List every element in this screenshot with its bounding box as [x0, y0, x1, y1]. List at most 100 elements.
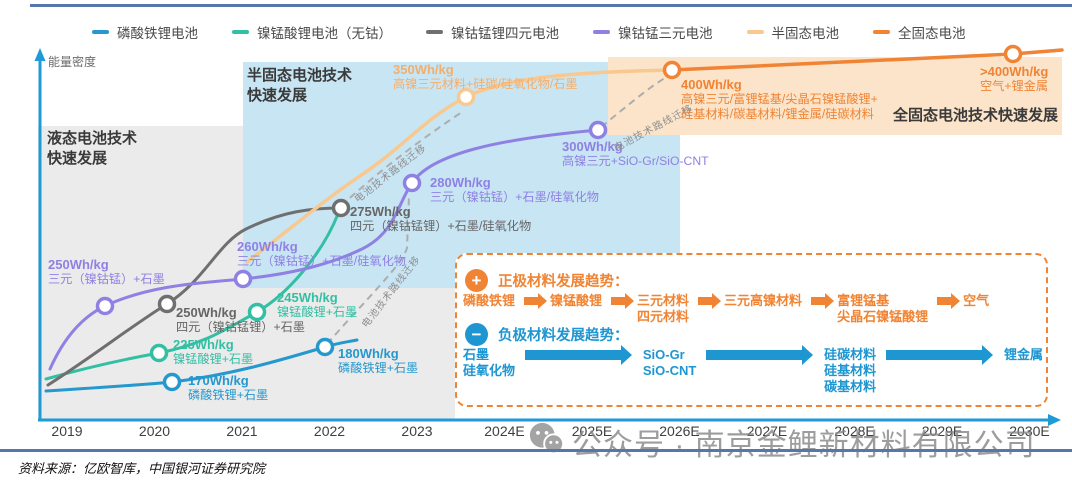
- trend-step-line: 三元材料: [637, 293, 690, 308]
- x-axis-tick: 2019: [51, 423, 83, 439]
- trend-step-line: 碳基材料: [824, 379, 877, 394]
- migration-connector-3: [600, 75, 669, 128]
- region-title-line: 全固态电池技术快速发展: [893, 107, 1059, 124]
- trend-arrow-icon: [611, 293, 635, 309]
- region-title-liquid: 液态电池技术 快速发展: [47, 129, 137, 169]
- x-axis-tick: 2025E: [571, 423, 613, 439]
- legend-item: 镍钴锰锂四元电池: [426, 22, 559, 42]
- y-axis-arrow: [34, 48, 46, 61]
- legend-swatch: [426, 30, 443, 34]
- milestone-label: 260Wh/kg 三元（镍钴锰）+石墨/硅氧化物: [237, 239, 406, 269]
- legend-item: 镍钴锰三元电池: [593, 22, 713, 42]
- series-line-lfp: [44, 338, 359, 393]
- legend-label: 磷酸铁锂电池: [117, 26, 198, 41]
- milestone-materials: 高镍三元/富锂锰基/尖晶石镍锰酸锂+: [681, 92, 878, 106]
- legend-swatch: [593, 30, 610, 34]
- anode-trend-title: 负极材料发展趋势：: [498, 328, 629, 344]
- milestone-label: 275Wh/kg 四元（镍钴锰锂）+石墨/硅氧化物: [350, 204, 531, 234]
- source-note: 资料来源：亿欧智库，中国银河证券研究院: [18, 461, 266, 476]
- x-axis-tick: 2028E: [834, 423, 875, 439]
- milestone-materials: 三元（镍钴锰）+石墨/硅氧化物: [430, 190, 599, 204]
- plus-icon: +: [465, 269, 488, 292]
- legend-item: 磷酸铁锂电池: [92, 22, 198, 42]
- trend-step-line: 硅氧化物: [463, 363, 516, 378]
- milestone-value: 400Wh/kg: [681, 77, 742, 92]
- milestone-marker-quaternary: [331, 198, 351, 218]
- legend-item: 全固态电池: [873, 22, 966, 42]
- trend-arrow-icon: [698, 293, 722, 309]
- milestone-value: 250Wh/kg: [176, 305, 237, 320]
- cathode-trend-chain: 磷酸铁锂 镍锰酸锂 三元材料 四元材料 三元高镍材料 富锂锰基 尖晶石镍锰酸锂 空气: [463, 293, 1043, 325]
- milestone-materials: 四元（镍钴锰锂）+石墨: [176, 320, 305, 334]
- x-axis-tick: 2030E: [1009, 423, 1050, 439]
- trend-step-line: SiO-Gr: [642, 347, 685, 362]
- trend-step-line: 镍锰酸锂: [550, 293, 603, 308]
- trend-step-line: 空气: [963, 293, 990, 308]
- legend-swatch: [873, 30, 890, 34]
- trend-step-line: 磷酸铁锂: [463, 293, 516, 308]
- milestone-label: >400Wh/kg 空气+锂金属: [980, 64, 1048, 94]
- anode-step: 石墨 硅氧化物: [463, 347, 515, 379]
- milestone-value: 245Wh/kg: [277, 290, 338, 305]
- trend-step-line: SiO-CNT: [642, 363, 697, 378]
- material-trend-box: + 正极材料发展趋势： 磷酸铁锂 镍锰酸锂 三元材料 四元材料 三元高镍材料 富锂锰基 尖晶…: [455, 253, 1048, 407]
- milestone-marker-quaternary: [157, 294, 177, 314]
- legend-label: 镍钴锰锂四元电池: [451, 26, 559, 41]
- x-axis-arrow: [1048, 414, 1061, 426]
- x-axis-tick: 2024E: [484, 423, 525, 439]
- cathode-step: 三元材料 四元材料: [637, 293, 689, 325]
- milestone-materials: 镍锰酸锂+石墨: [173, 352, 254, 366]
- milestone-marker-ternary: [402, 173, 422, 193]
- milestone-materials: 镍锰酸锂+石墨: [277, 305, 358, 319]
- cathode-trend-header: + 正极材料发展趋势：: [465, 269, 629, 292]
- milestone-value: 225Wh/kg: [173, 337, 234, 352]
- legend-label: 全固态电池: [898, 26, 966, 41]
- x-axis-tick: 2027E: [746, 423, 788, 439]
- legend-item: 半固态电池: [746, 22, 840, 42]
- top-border-line: [30, 4, 1072, 7]
- milestone-label: 280Wh/kg 三元（镍钴锰）+石墨/硅氧化物: [430, 175, 599, 205]
- milestone-value: 350Wh/kg: [393, 62, 454, 77]
- milestone-label: 170Wh/kg 磷酸铁锂+石墨: [188, 373, 268, 403]
- milestone-marker-ternary: [233, 269, 253, 289]
- region-title-semi-solid: 半固态电池技术 快速发展: [247, 66, 352, 106]
- region-title-all-solid: 全固态电池技术快速发展: [893, 106, 1058, 126]
- x-axis-tick: 2020: [138, 423, 171, 439]
- trend-step-line: 尖晶石镍锰酸锂: [837, 309, 929, 324]
- milestone-materials: 空气+锂金属: [980, 79, 1049, 93]
- cathode-step: 磷酸铁锂: [463, 293, 515, 309]
- milestone-marker-lfp: [162, 372, 182, 392]
- cathode-step: 富锂锰基 尖晶石镍锰酸锂: [837, 293, 928, 325]
- trend-step-line: 石墨: [463, 347, 490, 362]
- milestone-materials: 磷酸铁锂+石墨: [338, 361, 419, 375]
- milestone-marker-solid: [1003, 44, 1023, 64]
- trend-arrow-icon: [524, 293, 548, 309]
- milestone-label: 245Wh/kg 镍锰酸锂+石墨: [277, 290, 357, 320]
- minus-icon: −: [465, 323, 488, 346]
- bottom-border-line: [0, 449, 1072, 452]
- milestone-label: 250Wh/kg 四元（镍钴锰锂）+石墨: [176, 305, 305, 335]
- trend-step-line: 硅基材料: [824, 363, 877, 378]
- series-line-semi: [245, 68, 674, 264]
- milestone-materials: 三元（镍钴锰）+石墨/硅氧化物: [237, 254, 406, 268]
- x-axis-tick: 2026E: [659, 423, 700, 439]
- legend-label: 半固态电池: [771, 26, 840, 41]
- trend-step-line: 富锂锰基: [837, 293, 890, 308]
- trend-step-line: 三元高镍材料: [724, 293, 803, 308]
- milestone-materials: 高镍三元+SiO-Gr/SiO-CNT: [562, 154, 709, 168]
- cathode-step: 镍锰酸锂: [550, 293, 602, 309]
- legend-swatch: [746, 30, 764, 34]
- cathode-trend-title: 正极材料发展趋势：: [498, 274, 629, 290]
- milestone-marker-semi: [456, 87, 476, 107]
- milestone-value: 280Wh/kg: [430, 175, 491, 190]
- anode-trend-header: − 负极材料发展趋势：: [465, 323, 629, 346]
- milestone-value: 275Wh/kg: [350, 204, 411, 219]
- migration-connector-2: [326, 195, 410, 345]
- cathode-step: 三元高镍材料: [724, 293, 802, 309]
- milestone-materials: 四元（镍钴锰锂）+石墨/硅氧化物: [350, 219, 532, 233]
- anode-step: SiO-Gr SiO-CNT: [643, 347, 696, 379]
- region-title-line: 半固态电池技术: [247, 67, 353, 84]
- milestone-materials: 三元（镍钴锰）+石墨: [48, 272, 165, 286]
- milestone-value: 180Wh/kg: [338, 346, 399, 361]
